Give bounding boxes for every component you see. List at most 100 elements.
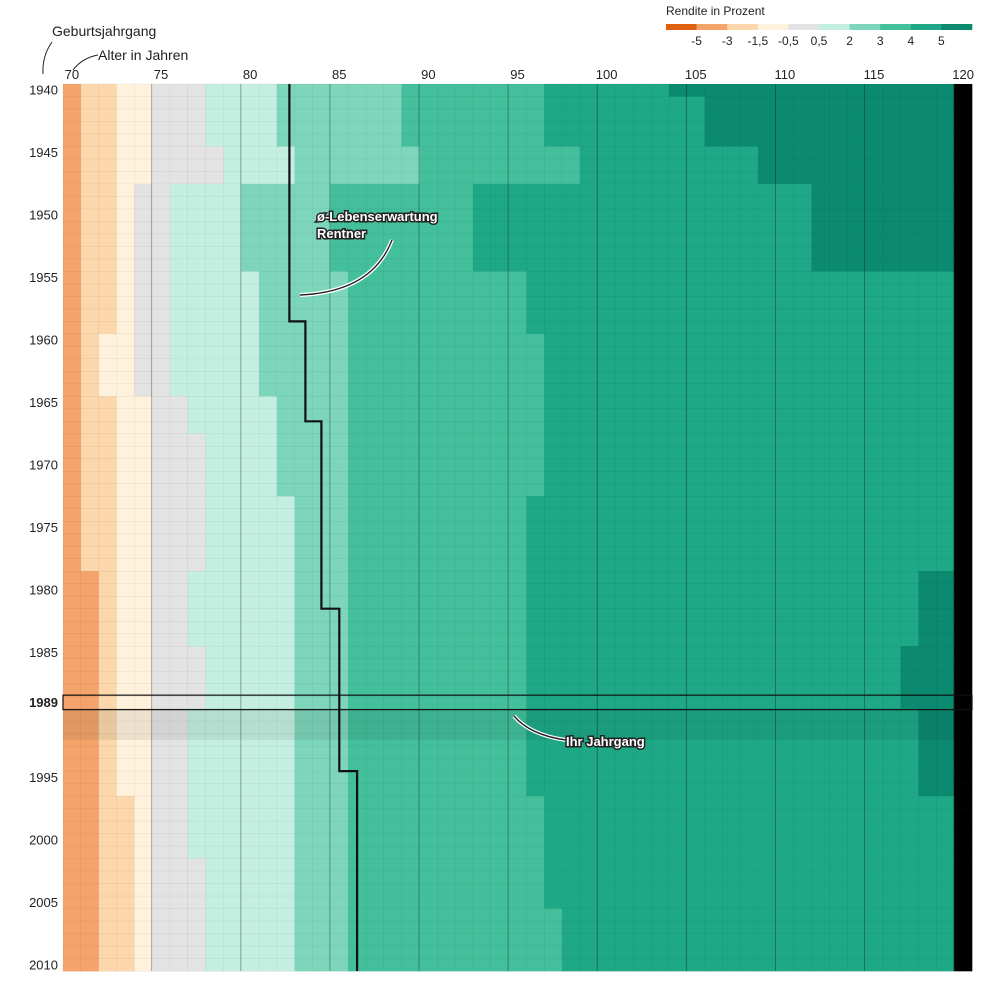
heatmap-cell (490, 833, 510, 847)
heatmap-cell (365, 820, 385, 835)
heatmap-cell (918, 758, 937, 772)
heatmap-cell (330, 471, 349, 485)
heatmap-cell (740, 371, 759, 385)
heatmap-cell (169, 221, 189, 235)
heatmap-cell (561, 433, 581, 447)
heatmap-cell (704, 570, 724, 585)
heatmap-cell (829, 333, 848, 347)
heatmap-cell (579, 183, 599, 197)
heatmap-cell (829, 658, 848, 672)
heatmap-cell (240, 858, 260, 872)
heatmap-cell (882, 695, 902, 710)
heatmap-cell (187, 496, 207, 510)
heatmap-cell (526, 645, 545, 660)
heatmap-cell (294, 446, 314, 460)
heatmap-cell (846, 183, 866, 197)
heatmap-cell (223, 183, 242, 197)
heatmap-cell (80, 108, 100, 123)
heatmap-cell (401, 146, 421, 160)
heatmap-cell (116, 521, 135, 535)
heatmap-cell (686, 158, 706, 173)
heatmap-cell (276, 221, 296, 235)
heatmap-cell (686, 820, 706, 835)
heatmap-cell (829, 683, 848, 697)
heatmap-cell (187, 933, 207, 947)
heatmap-cell (347, 508, 367, 522)
heatmap-cell (98, 908, 118, 922)
heatmap-cell (579, 883, 599, 897)
y-tick-label: 1965 (29, 395, 58, 410)
heatmap-cell (704, 196, 724, 210)
heatmap-cell (650, 458, 670, 472)
heatmap-cell (205, 658, 224, 672)
heatmap-cell (615, 595, 634, 610)
heatmap-cell (829, 670, 848, 685)
heatmap-cell (223, 346, 242, 360)
heatmap-cell (882, 670, 902, 685)
heatmap-cell (775, 833, 795, 847)
heatmap-cell (365, 558, 385, 572)
heatmap-cell (864, 633, 884, 647)
heatmap-cell (846, 371, 866, 385)
heatmap-cell (953, 496, 973, 510)
heatmap-cell (490, 108, 510, 123)
heatmap-cell (953, 183, 973, 197)
heatmap-cell (579, 283, 599, 297)
heatmap-cell (330, 545, 349, 560)
heatmap-cell (757, 783, 777, 797)
heatmap-cell (846, 633, 866, 647)
heatmap-cell (472, 371, 492, 385)
heatmap-cell (169, 958, 189, 972)
heatmap-cell (401, 521, 421, 535)
heatmap-cell (312, 683, 331, 697)
heatmap-cell (864, 933, 884, 947)
heatmap-cell (330, 808, 349, 822)
heatmap-cell (953, 433, 973, 447)
heatmap-cell (793, 783, 813, 797)
heatmap-cell (757, 396, 777, 410)
heatmap-cell (668, 620, 688, 635)
heatmap-cell (918, 346, 937, 360)
heatmap-cell (401, 920, 421, 935)
heatmap-cell (419, 558, 438, 572)
heatmap-cell (187, 433, 207, 447)
heatmap-cell (543, 908, 563, 922)
heatmap-cell (258, 645, 278, 660)
heatmap-cell (437, 895, 456, 910)
heatmap-cell (80, 745, 100, 760)
heatmap-cell (276, 458, 296, 472)
heatmap-cell (846, 583, 866, 597)
heatmap-cell (846, 321, 866, 335)
heatmap-cell (454, 895, 474, 910)
heatmap-cell (98, 858, 118, 872)
heatmap-cell (597, 783, 617, 797)
heatmap-cell (454, 958, 474, 972)
heatmap-cell (633, 283, 652, 297)
heatmap-cell (223, 845, 242, 860)
heatmap-cell (543, 158, 563, 173)
heatmap-cell (205, 795, 224, 810)
heatmap-cell (811, 808, 830, 822)
heatmap-cell (365, 196, 385, 210)
heatmap-cell (953, 396, 973, 410)
heatmap-cell (757, 508, 777, 522)
heatmap-cell (704, 945, 724, 960)
heatmap-cell (401, 396, 421, 410)
heatmap-cell (793, 496, 813, 510)
heatmap-cell (740, 533, 759, 547)
heatmap-cell (401, 408, 421, 422)
heatmap-cell (740, 508, 759, 522)
heatmap-cell (811, 108, 830, 123)
heatmap-cell (437, 496, 456, 510)
heatmap-cell (561, 471, 581, 485)
heatmap-cell (276, 533, 296, 547)
heatmap-cell (775, 670, 795, 685)
heatmap-cell (740, 283, 759, 297)
heatmap-cell (900, 296, 920, 310)
heatmap-cell (918, 321, 937, 335)
heatmap-cell (811, 296, 830, 310)
heatmap-cell (953, 795, 973, 810)
heatmap-cell (918, 483, 937, 497)
heatmap-cell (846, 446, 866, 460)
heatmap-cell (757, 308, 777, 322)
